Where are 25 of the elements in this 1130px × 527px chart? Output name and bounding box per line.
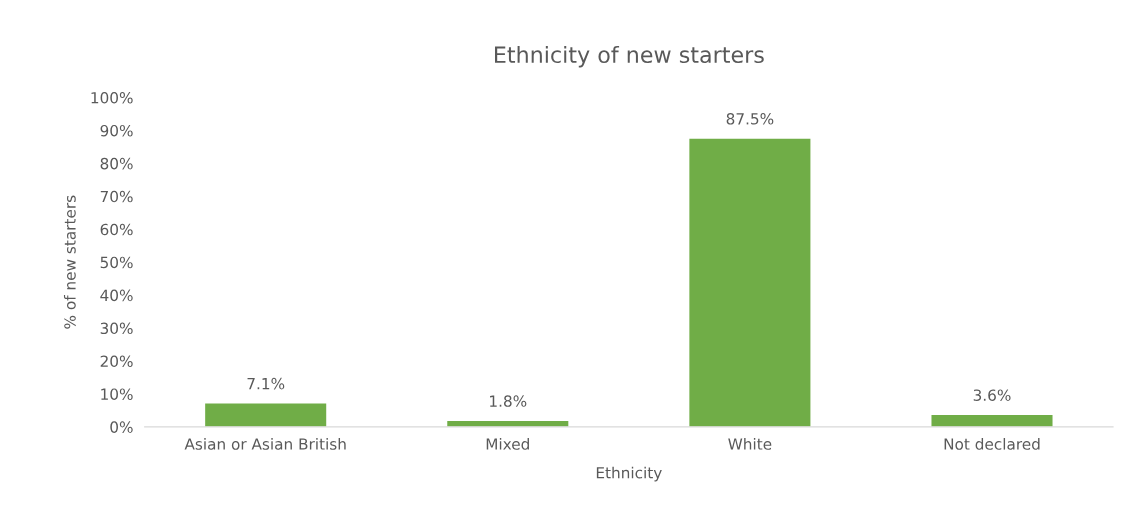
y-tick-label: 90%	[100, 124, 133, 137]
y-tick-label: 0%	[110, 421, 133, 433]
data-label: 3.6%	[973, 389, 1011, 401]
data-label: 1.8%	[490, 395, 527, 407]
y-tick-label: 30%	[100, 322, 133, 335]
y-tick-label: 80%	[100, 157, 133, 170]
y-tick-label: 70%	[100, 190, 133, 203]
data-label: 7.1%	[247, 377, 285, 390]
chart-title: Ethnicity of new starters	[495, 45, 764, 68]
bar	[689, 138, 811, 427]
bar	[205, 403, 327, 427]
y-tick-label: 10%	[101, 388, 133, 400]
x-tick-label: Not declared	[944, 437, 1040, 450]
x-axis-title: Ethnicity	[596, 466, 662, 482]
y-tick-label: 20%	[100, 355, 133, 368]
y-tick-label: 100%	[91, 91, 133, 104]
y-axis-title: % of new starters	[63, 195, 76, 329]
y-tick-label: 50%	[100, 256, 133, 269]
bar	[931, 415, 1053, 427]
x-tick-label: Mixed	[486, 437, 529, 450]
y-tick-label: 40%	[100, 289, 133, 302]
data-label: 87.5%	[726, 113, 774, 125]
y-tick-label: 60%	[100, 223, 133, 236]
x-tick-label: White	[728, 437, 772, 450]
x-tick-label: Asian or Asian British	[184, 437, 346, 450]
